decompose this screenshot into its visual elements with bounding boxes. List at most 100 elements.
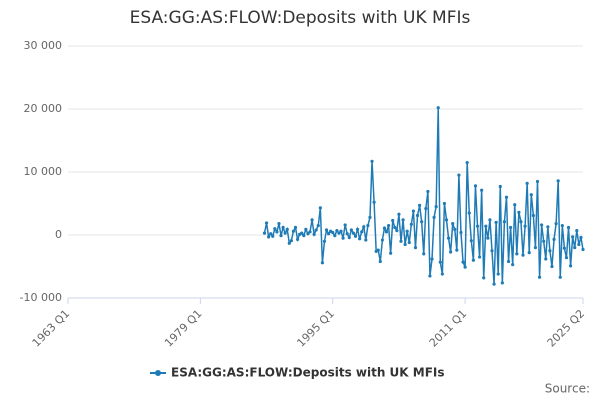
data-point [527, 251, 531, 255]
data-point [264, 221, 269, 225]
data-point [343, 223, 347, 227]
data-point [335, 228, 339, 233]
data-point [500, 281, 504, 285]
data-point [382, 226, 387, 230]
y-tick-label: 0 [55, 228, 62, 241]
data-point [304, 227, 308, 231]
data-point [490, 249, 494, 253]
legend-label: ESA:GG:AS:FLOW:Deposits with UK MFIs [171, 366, 445, 380]
data-point [504, 195, 509, 199]
data-point [273, 227, 277, 231]
data-point [426, 189, 430, 194]
data-point [442, 201, 447, 206]
data-point [300, 231, 304, 235]
data-point [279, 234, 283, 238]
data-point [513, 203, 517, 207]
chart-title: ESA:GG:AS:FLOW:Deposits with UK MFIs [130, 8, 471, 28]
data-point [353, 234, 358, 238]
data-point [430, 257, 434, 261]
data-point [455, 248, 459, 252]
data-point [306, 232, 310, 236]
data-point [546, 225, 550, 229]
data-point [523, 224, 527, 228]
data-point [267, 235, 271, 239]
data-point [438, 260, 442, 264]
y-tick-label: 10 000 [24, 165, 63, 178]
data-point [488, 218, 492, 222]
data-point [271, 234, 275, 238]
data-point [492, 282, 496, 286]
data-point [562, 246, 566, 250]
data-point [422, 252, 426, 256]
data-point [459, 230, 463, 235]
data-point [360, 230, 364, 234]
data-point [463, 265, 467, 269]
data-point [285, 227, 289, 231]
data-point [324, 228, 329, 232]
data-point [444, 218, 449, 222]
x-tick-label: 2011 Q1 [427, 307, 470, 350]
legend-marker [155, 370, 161, 376]
data-point [535, 179, 540, 184]
data-point [542, 239, 546, 243]
data-point [486, 236, 490, 240]
y-tick-label: -10 000 [20, 291, 62, 304]
data-point [409, 222, 413, 226]
data-point [453, 227, 457, 231]
data-point [413, 246, 418, 250]
data-point [345, 232, 349, 236]
data-point [327, 232, 331, 236]
data-point [347, 235, 351, 240]
data-point [322, 239, 327, 243]
data-point [391, 218, 395, 223]
data-point [277, 222, 281, 226]
data-point [287, 241, 291, 245]
data-point [579, 235, 583, 240]
data-point [465, 160, 469, 165]
y-tick-label: 30 000 [24, 39, 63, 52]
data-point [312, 232, 316, 236]
data-point [314, 228, 318, 232]
data-point [420, 220, 424, 224]
y-tick-label: 20 000 [24, 102, 63, 115]
data-point [281, 225, 285, 230]
x-tick-label: 2025 Q2 [545, 307, 588, 350]
data-point [333, 234, 337, 238]
series-line [263, 107, 584, 285]
data-point [440, 272, 444, 276]
data-point [418, 203, 422, 207]
source: Source: [545, 382, 590, 396]
data-point [407, 240, 411, 245]
data-point [494, 220, 498, 224]
data-point [289, 239, 293, 243]
data-point [469, 239, 473, 243]
data-point [554, 222, 558, 226]
data-point [550, 264, 554, 269]
data-point [428, 274, 432, 278]
data-point [484, 224, 488, 228]
data-point [467, 211, 471, 215]
data-point [480, 188, 484, 192]
data-point [293, 225, 298, 230]
data-point [403, 242, 407, 247]
data-point [571, 235, 575, 239]
data-point [498, 184, 502, 189]
data-point [310, 218, 314, 222]
data-point [386, 223, 391, 228]
data-point [436, 106, 440, 110]
data-point [316, 223, 320, 228]
data-point [556, 179, 560, 183]
data-point [318, 206, 322, 210]
data-point [449, 250, 453, 254]
data-point [415, 213, 420, 218]
data-point [384, 230, 389, 234]
data-point [302, 234, 306, 238]
data-point [370, 159, 374, 163]
data-point [544, 257, 548, 261]
data-point [533, 246, 538, 250]
data-point [341, 236, 345, 240]
data-point [411, 209, 416, 213]
data-point [482, 276, 486, 280]
data-point [502, 220, 507, 224]
data-point [529, 193, 533, 197]
